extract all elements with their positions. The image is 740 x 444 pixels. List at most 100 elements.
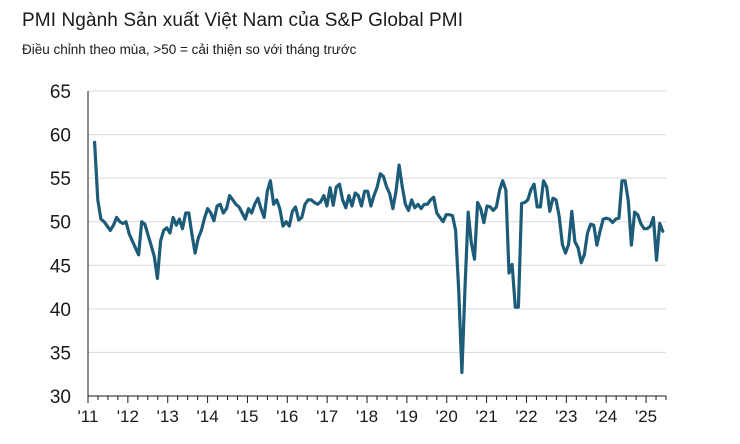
pmi-point-147 [555, 199, 557, 201]
pmi-point-5 [109, 229, 112, 232]
pmi-point-43 [228, 194, 231, 197]
pmi-point-91 [379, 173, 382, 175]
chart-title: PMI Ngành Sản xuất Việt Nam của S&P Glob… [22, 10, 464, 31]
x-tick-label-16: '16 [276, 407, 298, 426]
pmi-point-47 [241, 212, 243, 214]
pmi-series-line [93, 140, 665, 375]
pmi-point-103 [417, 203, 419, 206]
pmi-point-127 [492, 209, 495, 212]
x-tick-label-14: '14 [197, 407, 219, 426]
pmi-point-162 [602, 218, 604, 220]
pmi-point-20 [156, 277, 159, 280]
x-tick-label-23: '23 [555, 407, 577, 426]
x-tick-label-21: '21 [476, 407, 498, 426]
y-tick-label-50: 50 [50, 213, 71, 234]
pmi-point-1 [97, 199, 99, 201]
series-layer [93, 140, 665, 375]
pmi-point-46 [238, 206, 240, 208]
pmi-point-180 [658, 222, 661, 225]
y-tick-label-55: 55 [50, 169, 71, 190]
x-tick-label-13: '13 [157, 407, 179, 426]
pmi-point-122 [476, 201, 479, 204]
pmi-point-135 [517, 306, 520, 308]
pmi-point-64 [294, 206, 297, 208]
pmi-point-92 [382, 175, 385, 178]
y-tick-label-40: 40 [50, 300, 71, 321]
pmi-point-29 [184, 212, 187, 214]
pmi-point-75 [329, 186, 331, 189]
pmi-point-107 [429, 199, 432, 201]
pmi-point-116 [458, 291, 460, 294]
pmi-point-72 [319, 200, 322, 203]
pmi-point-114 [451, 214, 454, 217]
y-tick-label-30: 30 [50, 387, 71, 408]
pmi-point-131 [505, 189, 507, 192]
pmi-point-71 [316, 203, 319, 206]
pmi-point-68 [307, 199, 309, 201]
pmi-point-171 [630, 244, 633, 246]
pmi-point-173 [636, 213, 639, 216]
pmi-point-138 [527, 199, 529, 201]
pmi-point-78 [338, 183, 341, 185]
pmi-point-61 [285, 220, 287, 223]
pmi-point-143 [542, 180, 545, 182]
pmi-point-16 [144, 223, 146, 226]
pmi-point-22 [162, 229, 165, 232]
pmi-point-34 [200, 229, 203, 232]
pmi-point-167 [618, 217, 620, 219]
pmi-point-110 [439, 216, 441, 219]
pmi-point-108 [432, 196, 435, 199]
x-tick-label-18: '18 [356, 407, 378, 426]
pmi-point-98 [401, 186, 404, 188]
pmi-point-165 [611, 221, 614, 224]
pmi-point-24 [169, 232, 171, 234]
pmi-point-83 [354, 192, 357, 194]
pmi-point-152 [571, 210, 573, 213]
pmi-point-109 [436, 212, 438, 214]
pmi-point-8 [119, 220, 121, 223]
pmi-point-84 [357, 194, 360, 197]
x-tick-label-12: '12 [117, 407, 139, 426]
pmi-point-164 [608, 218, 611, 220]
pmi-point-136 [520, 202, 523, 205]
pmi-point-146 [552, 197, 554, 199]
pmi-point-31 [191, 234, 193, 236]
pmi-point-39 [216, 205, 218, 207]
x-tick-label-20: '20 [436, 407, 458, 426]
pmi-point-142 [539, 206, 542, 208]
pmi-point-105 [423, 203, 426, 206]
y-tick-label-45: 45 [50, 256, 71, 277]
pmi-point-132 [508, 272, 510, 274]
pmi-point-26 [175, 224, 178, 226]
pmi-point-95 [392, 207, 394, 210]
pmi-point-93 [385, 186, 388, 188]
pmi-point-44 [232, 199, 234, 201]
pmi-point-79 [341, 199, 344, 201]
pmi-point-154 [577, 247, 579, 249]
y-tick-label-35: 35 [50, 343, 71, 364]
pmi-point-6 [112, 224, 115, 226]
pmi-point-181 [662, 230, 664, 233]
pmi-point-67 [304, 203, 306, 206]
pmi-point-66 [301, 216, 303, 219]
pmi-point-59 [279, 207, 281, 210]
pmi-point-117 [461, 371, 463, 374]
y-axis-ticks: 30 35 40 45 50 55 60 65 [50, 82, 71, 408]
pmi-point-82 [351, 205, 353, 207]
pmi-point-160 [596, 244, 598, 246]
pmi-point-104 [420, 207, 422, 210]
pmi-point-13 [134, 247, 137, 249]
pmi-point-137 [523, 201, 526, 204]
pmi-point-41 [222, 212, 225, 214]
y-tick-label-60: 60 [50, 126, 71, 147]
pmi-point-33 [197, 237, 199, 240]
pmi-point-12 [131, 240, 134, 242]
pmi-point-48 [244, 218, 247, 220]
y-tick-label-65: 65 [50, 82, 71, 103]
pmi-point-14 [137, 254, 140, 256]
pmi-point-153 [574, 241, 576, 243]
chart-subtitle: Điều chỉnh theo mùa, >50 = cải thiện so … [22, 42, 357, 57]
pmi-point-125 [486, 205, 488, 207]
pmi-point-96 [395, 190, 397, 192]
